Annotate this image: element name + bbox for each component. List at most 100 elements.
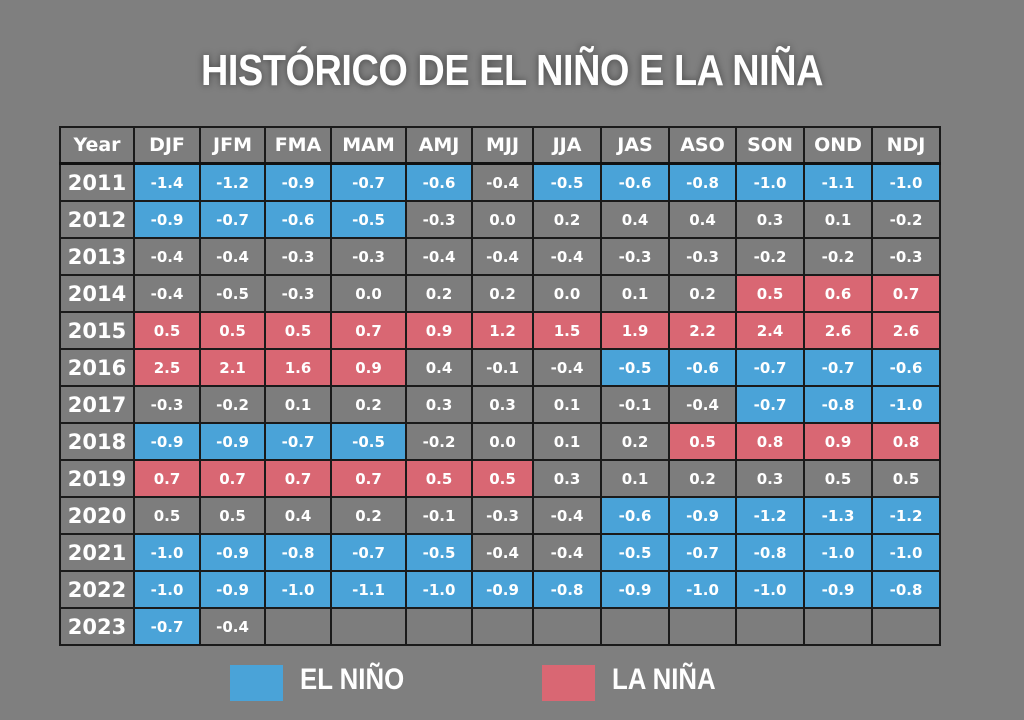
value-cell: -0.1 [600, 385, 670, 424]
legend-label-el-nino: EL NIÑO [300, 663, 405, 696]
column-header: DJF [133, 126, 201, 165]
value-cell-el-nino: -0.8 [264, 533, 332, 572]
value-cell-la-nina: 1.9 [600, 311, 670, 350]
value-cell-el-nino: -1.1 [330, 570, 407, 609]
year-cell: 2017 [59, 385, 135, 424]
value-cell-el-nino: -1.0 [803, 533, 873, 572]
value-cell: -0.3 [668, 237, 737, 276]
value-cell: 0.0 [471, 200, 534, 239]
table-row: 2012 -0.9 -0.7 -0.6 -0.5 -0.3 0.0 0.2 0.4 0.4 0.3 0… [59, 200, 941, 239]
value-cell: 0.2 [471, 274, 534, 313]
value-cell [330, 607, 407, 646]
value-cell: 0.2 [668, 274, 737, 313]
value-cell-el-nino: -0.8 [871, 570, 941, 609]
value-cell-el-nino: -0.9 [199, 422, 266, 461]
value-cell: 0.5 [133, 496, 201, 535]
value-cell: 0.0 [330, 274, 407, 313]
legend-swatch-la-nina [542, 665, 595, 701]
value-cell: 0.2 [405, 274, 473, 313]
value-cell-el-nino: -1.0 [668, 570, 737, 609]
value-cell [735, 607, 805, 646]
page-title: HISTÓRICO DE EL NIÑO E LA NIÑA [200, 46, 824, 95]
value-cell-el-nino: -0.7 [803, 348, 873, 387]
value-cell: 0.2 [330, 496, 407, 535]
value-cell-la-nina: 0.7 [264, 459, 332, 498]
value-cell-el-nino: -0.7 [199, 200, 266, 239]
value-cell: -0.1 [471, 348, 534, 387]
value-cell [405, 607, 473, 646]
value-cell-el-nino: -1.2 [199, 162, 266, 202]
value-cell-el-nino: -1.0 [133, 533, 201, 572]
value-cell: -0.2 [199, 385, 266, 424]
value-cell-la-nina: 0.7 [330, 311, 407, 350]
value-cell-el-nino: -0.7 [330, 162, 407, 202]
value-cell: -0.2 [405, 422, 473, 461]
value-cell-el-nino: -0.8 [668, 162, 737, 202]
column-header: NDJ [871, 126, 941, 165]
value-cell-la-nina: 0.8 [871, 422, 941, 461]
value-cell-el-nino: -0.7 [735, 348, 805, 387]
value-cell-la-nina: 2.6 [803, 311, 873, 350]
value-cell: -0.4 [532, 348, 602, 387]
value-cell: -0.3 [405, 200, 473, 239]
value-cell-el-nino: -0.7 [264, 422, 332, 461]
value-cell-el-nino: -0.9 [668, 496, 737, 535]
value-cell: 0.4 [264, 496, 332, 535]
value-cell-la-nina: 0.5 [405, 459, 473, 498]
value-cell-el-nino: -0.6 [405, 162, 473, 202]
table-row: 2021 -1.0 -0.9 -0.8 -0.7 -0.5 -0.4 -0.4 -0.5 -0.7… [59, 533, 941, 572]
year-cell: 2012 [59, 200, 135, 239]
value-cell: -0.4 [133, 237, 201, 276]
legend-swatch-el-nino [230, 665, 283, 701]
value-cell-el-nino: -1.0 [133, 570, 201, 609]
column-header: MJJ [471, 126, 534, 165]
value-cell-el-nino: -1.4 [133, 162, 201, 202]
value-cell-el-nino: -0.5 [330, 422, 407, 461]
year-cell: 2021 [59, 533, 135, 572]
value-cell [264, 607, 332, 646]
value-cell-el-nino: -0.6 [264, 200, 332, 239]
value-cell: -0.4 [532, 496, 602, 535]
value-cell [803, 607, 873, 646]
value-cell-el-nino: -0.5 [405, 533, 473, 572]
value-cell-el-nino: -1.0 [405, 570, 473, 609]
value-cell-el-nino: -0.9 [803, 570, 873, 609]
year-cell: 2015 [59, 311, 135, 350]
table-row: 2022 -1.0 -0.9 -1.0 -1.1 -1.0 -0.9 -0.8 -0.9 -1.0… [59, 570, 941, 609]
value-cell-el-nino: -0.9 [133, 200, 201, 239]
value-cell [871, 607, 941, 646]
value-cell [600, 607, 670, 646]
value-cell: 0.3 [735, 459, 805, 498]
value-cell-el-nino: -1.3 [803, 496, 873, 535]
value-cell-el-nino: -1.0 [735, 162, 805, 202]
value-cell-el-nino: -1.0 [871, 162, 941, 202]
value-cell-el-nino: -0.8 [532, 570, 602, 609]
value-cell: -0.4 [471, 533, 534, 572]
year-cell: 2011 [59, 162, 135, 202]
year-cell: 2022 [59, 570, 135, 609]
value-cell-la-nina: 0.5 [133, 311, 201, 350]
year-cell: 2016 [59, 348, 135, 387]
value-cell: -0.3 [264, 237, 332, 276]
column-header: MAM [330, 126, 407, 165]
value-cell: 0.3 [532, 459, 602, 498]
value-cell: -0.4 [532, 237, 602, 276]
value-cell: 0.1 [803, 200, 873, 239]
value-cell [471, 607, 534, 646]
table-row: 2019 0.7 0.7 0.7 0.7 0.5 0.5 0.3 0.1 0.2 0.3 0.5 0.5 [59, 459, 941, 498]
value-cell-el-nino: -1.0 [264, 570, 332, 609]
column-header: AMJ [405, 126, 473, 165]
value-cell-el-nino: -0.6 [600, 162, 670, 202]
value-cell: -0.4 [471, 237, 534, 276]
value-cell-el-nino: -1.2 [735, 496, 805, 535]
table-row: 2014 -0.4 -0.5 -0.3 0.0 0.2 0.2 0.0 0.1 0.2 0.5 0.6… [59, 274, 941, 313]
value-cell-la-nina: 0.7 [199, 459, 266, 498]
value-cell-la-nina: 0.9 [330, 348, 407, 387]
value-cell: 0.1 [532, 422, 602, 461]
column-header: Year [59, 126, 135, 165]
value-cell-la-nina: 2.1 [199, 348, 266, 387]
year-cell: 2013 [59, 237, 135, 276]
value-cell-la-nina: 0.9 [405, 311, 473, 350]
value-cell-el-nino: -0.6 [871, 348, 941, 387]
value-cell-el-nino: -0.9 [600, 570, 670, 609]
